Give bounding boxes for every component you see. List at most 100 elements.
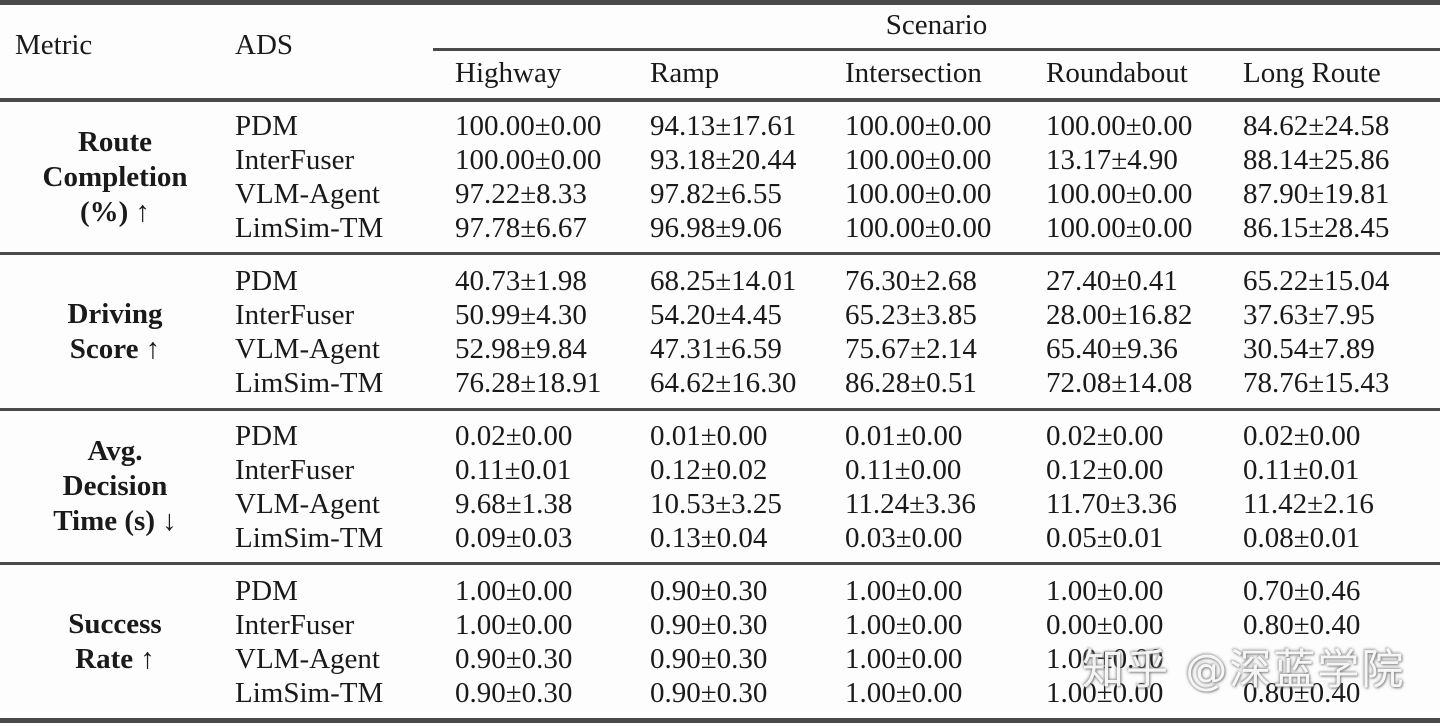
value-cell: 52.98±9.84 xyxy=(455,332,587,365)
value-cell: 0.11±0.01 xyxy=(1243,453,1360,486)
group-separator xyxy=(0,252,1440,255)
value-cell: 40.73±1.98 xyxy=(455,264,587,297)
group-route-completion: Route Completion (%) ↑ PDM 100.00±0.00 9… xyxy=(0,102,1440,252)
ads-cell: PDM xyxy=(235,264,298,297)
value-cell: 11.42±2.16 xyxy=(1243,487,1374,520)
value-cell: 94.13±17.61 xyxy=(650,110,797,142)
value-cell: 100.00±0.00 xyxy=(455,110,602,142)
value-cell: 88.14±25.86 xyxy=(1243,144,1390,176)
value-cell: 0.02±0.00 xyxy=(455,419,573,452)
table-row: VLM-Agent 97.22±8.33 97.82±6.55 100.00±0… xyxy=(230,177,1440,211)
value-cell: 87.90±19.81 xyxy=(1243,178,1390,210)
value-cell: 0.00±0.00 xyxy=(1046,608,1164,641)
ads-cell: InterFuser xyxy=(235,453,355,486)
value-cell: 1.00±0.00 xyxy=(1046,574,1164,607)
value-cell: 100.00±0.00 xyxy=(1046,212,1193,244)
value-cell: 86.28±0.51 xyxy=(845,366,977,399)
header-ads: ADS xyxy=(235,29,294,61)
value-cell: 0.90±0.30 xyxy=(650,676,768,709)
value-cell: 100.00±0.00 xyxy=(845,178,992,210)
metric-label: Route Completion (%) ↑ xyxy=(42,125,188,228)
header-col-intersection: Intersection xyxy=(845,57,982,89)
ads-cell: PDM xyxy=(235,419,298,452)
group-rows: PDM 0.02±0.00 0.01±0.00 0.01±0.00 0.02±0… xyxy=(230,411,1440,562)
table-row: PDM 100.00±0.00 94.13±17.61 100.00±0.00 … xyxy=(230,109,1440,143)
value-cell: 10.53±3.25 xyxy=(650,487,782,520)
ads-cell: LimSim-TM xyxy=(235,212,384,244)
ads-cell: LimSim-TM xyxy=(235,366,384,399)
value-cell: 28.00±16.82 xyxy=(1046,298,1193,331)
metric-label: Avg. Decision Time (s) ↓ xyxy=(53,435,177,537)
value-cell: 65.22±15.04 xyxy=(1243,264,1390,297)
value-cell: 0.90±0.30 xyxy=(650,642,768,675)
header-rule xyxy=(0,98,1440,102)
value-cell: 1.00±0.00 xyxy=(455,608,573,641)
group-driving-score: Driving Score ↑ PDM 40.73±1.98 68.25±14.… xyxy=(0,255,1440,408)
value-cell: 78.76±15.43 xyxy=(1243,366,1390,399)
value-cell: 1.00±0.00 xyxy=(1046,676,1164,709)
group-rows: PDM 40.73±1.98 68.25±14.01 76.30±2.68 27… xyxy=(230,255,1440,408)
value-cell: 0.90±0.30 xyxy=(455,676,573,709)
group-rows: PDM 1.00±0.00 0.90±0.30 1.00±0.00 1.00±0… xyxy=(230,565,1440,718)
table-row: LimSim-TM 97.78±6.67 96.98±9.06 100.00±0… xyxy=(230,211,1440,245)
group-rows: PDM 100.00±0.00 94.13±17.61 100.00±0.00 … xyxy=(230,102,1440,252)
group-separator xyxy=(0,562,1440,565)
value-cell: 11.70±3.36 xyxy=(1046,487,1177,520)
value-cell: 13.17±4.90 xyxy=(1046,144,1178,176)
value-cell: 100.00±0.00 xyxy=(845,212,992,244)
header-col-ramp: Ramp xyxy=(650,57,720,89)
header-scenario-columns: Highway Ramp Intersection Roundabout Lon… xyxy=(445,57,1440,90)
value-cell: 0.12±0.00 xyxy=(1046,453,1164,486)
group-success-rate: Success Rate ↑ PDM 1.00±0.00 0.90±0.30 1… xyxy=(0,565,1440,718)
table-row: LimSim-TM 0.90±0.30 0.90±0.30 1.00±0.00 … xyxy=(230,676,1440,710)
value-cell: 65.40±9.36 xyxy=(1046,332,1178,365)
table-bottom-rule xyxy=(0,718,1440,723)
ads-cell: LimSim-TM xyxy=(235,521,384,554)
value-cell: 0.02±0.00 xyxy=(1243,419,1361,452)
value-cell: 65.23±3.85 xyxy=(845,298,977,331)
value-cell: 100.00±0.00 xyxy=(455,144,602,176)
value-cell: 1.00±0.00 xyxy=(845,574,963,607)
value-cell: 97.22±8.33 xyxy=(455,178,587,210)
table-row: LimSim-TM 0.09±0.03 0.13±0.04 0.03±0.00 … xyxy=(230,521,1440,555)
value-cell: 96.98±9.06 xyxy=(650,212,782,244)
value-cell: 27.40±0.41 xyxy=(1046,264,1178,297)
value-cell: 0.12±0.02 xyxy=(650,453,768,486)
value-cell: 47.31±6.59 xyxy=(650,332,782,365)
value-cell: 76.30±2.68 xyxy=(845,264,977,297)
group-avg-decision-time: Avg. Decision Time (s) ↓ PDM 0.02±0.00 0… xyxy=(0,411,1440,562)
ads-cell: PDM xyxy=(235,110,298,142)
table-row: PDM 1.00±0.00 0.90±0.30 1.00±0.00 1.00±0… xyxy=(230,574,1440,608)
value-cell: 86.15±28.45 xyxy=(1243,212,1390,244)
table-row: VLM-Agent 9.68±1.38 10.53±3.25 11.24±3.3… xyxy=(230,487,1440,521)
table-header: Metric ADS Scenario Highway Ramp Interse… xyxy=(0,5,1440,98)
metric-label: Success Rate ↑ xyxy=(68,607,162,675)
value-cell: 1.00±0.00 xyxy=(845,608,963,641)
value-cell: 37.63±7.95 xyxy=(1243,298,1375,331)
header-col-roundabout: Roundabout xyxy=(1046,57,1188,89)
value-cell: 72.08±14.08 xyxy=(1046,366,1193,399)
value-cell: 11.24±3.36 xyxy=(845,487,976,520)
table-row: VLM-Agent 52.98±9.84 47.31±6.59 75.67±2.… xyxy=(230,332,1440,366)
value-cell: 1.00±0.00 xyxy=(845,676,963,709)
table-row: PDM 0.02±0.00 0.01±0.00 0.01±0.00 0.02±0… xyxy=(230,419,1440,453)
value-cell: 76.28±18.91 xyxy=(455,366,602,399)
value-cell: 0.01±0.00 xyxy=(650,419,768,452)
header-col-highway: Highway xyxy=(455,57,562,89)
value-cell: 100.00±0.00 xyxy=(845,110,992,142)
value-cell: 9.68±1.38 xyxy=(455,487,573,520)
ads-cell: LimSim-TM xyxy=(235,676,384,709)
table-top-rule xyxy=(0,0,1440,5)
header-scenario: Scenario xyxy=(885,9,988,41)
value-cell: 0.11±0.01 xyxy=(455,453,572,486)
value-cell: 97.82±6.55 xyxy=(650,178,782,210)
value-cell: 68.25±14.01 xyxy=(650,264,797,297)
value-cell: 0.01±0.00 xyxy=(845,419,963,452)
value-cell: 1.00±0.00 xyxy=(1046,642,1164,675)
table-row: InterFuser 100.00±0.00 93.18±20.44 100.0… xyxy=(230,143,1440,177)
value-cell: 0.80±0.40 xyxy=(1243,676,1361,709)
table-row: PDM 40.73±1.98 68.25±14.01 76.30±2.68 27… xyxy=(230,264,1440,298)
value-cell: 0.13±0.04 xyxy=(650,521,768,554)
value-cell: 75.67±2.14 xyxy=(845,332,977,365)
value-cell: 1.00±0.00 xyxy=(845,642,963,675)
